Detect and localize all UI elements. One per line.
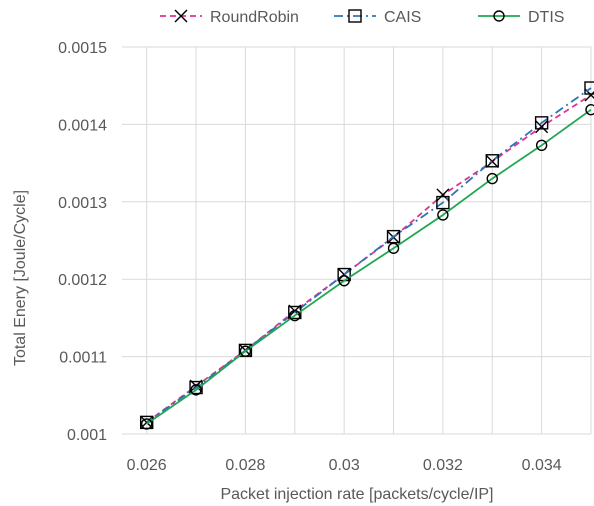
y-tick-label: 0.0012	[58, 272, 107, 289]
series-dtis	[140, 103, 594, 430]
legend-item-cais: CAIS	[334, 9, 421, 26]
data-point-cais	[534, 116, 549, 130]
y-tick-label: 0.001	[67, 427, 107, 444]
y-tick-label: 0.0014	[58, 117, 107, 134]
data-point-dtis	[190, 384, 202, 396]
x-axis-title: Packet injection rate [packets/cycle/IP]	[220, 486, 493, 503]
series-cais	[139, 81, 594, 430]
data-point-dtis	[535, 139, 548, 151]
x-tick-label: 0.026	[127, 457, 167, 474]
data-point-dtis	[585, 103, 594, 116]
legend-label-roundrobin: RoundRobin	[210, 9, 299, 26]
series-layer	[139, 81, 594, 430]
x-marker-stroke	[174, 9, 188, 23]
data-point-dtis	[486, 172, 498, 185]
legend-marker-cais	[348, 9, 362, 23]
data-point-cais	[189, 380, 203, 395]
data-point-dtis	[387, 242, 400, 254]
x-tick-label: 0.034	[522, 457, 562, 474]
legend-item-roundrobin: RoundRobin	[160, 9, 299, 26]
data-point-cais	[436, 195, 450, 210]
x-tick-label: 0.032	[423, 457, 463, 474]
y-tick-label: 0.0015	[58, 40, 107, 57]
tick-labels: 0.001 0.0011 0.0012 0.0013 0.0014 0.0015 0.026…	[58, 40, 562, 474]
x-tick-label: 0.03	[329, 457, 360, 474]
data-point-cais	[584, 81, 594, 95]
gridlines	[122, 46, 592, 435]
data-point-cais	[485, 154, 499, 168]
legend-label-dtis: DTIS	[528, 9, 564, 26]
legend-marker-roundrobin	[174, 9, 188, 23]
series-line-dtis	[146, 108, 592, 425]
y-tick-label: 0.0011	[59, 350, 107, 367]
x-marker-stroke	[436, 188, 450, 202]
data-point-dtis	[289, 309, 301, 322]
legend-item-dtis: DTIS	[478, 9, 564, 26]
series-line-cais	[146, 87, 592, 424]
data-point-dtis	[437, 209, 449, 221]
legend-marker-dtis	[493, 10, 505, 22]
legend-label-cais: CAIS	[384, 9, 421, 26]
series-line-roundrobin	[146, 94, 592, 424]
legend: RoundRobin CAIS DTIS	[160, 9, 564, 26]
data-point-dtis	[239, 345, 252, 357]
data-point-roundrobin	[535, 120, 549, 134]
y-tick-label: 0.0013	[58, 195, 107, 212]
data-point-dtis	[140, 418, 153, 430]
x-marker-stroke	[535, 120, 549, 134]
data-point-dtis	[338, 275, 350, 287]
y-axis-title: Total Enery [Joule/Cycle]	[12, 190, 29, 366]
x-marker-stroke	[584, 90, 594, 102]
data-point-cais	[288, 305, 302, 320]
x-tick-label: 0.028	[225, 457, 265, 474]
